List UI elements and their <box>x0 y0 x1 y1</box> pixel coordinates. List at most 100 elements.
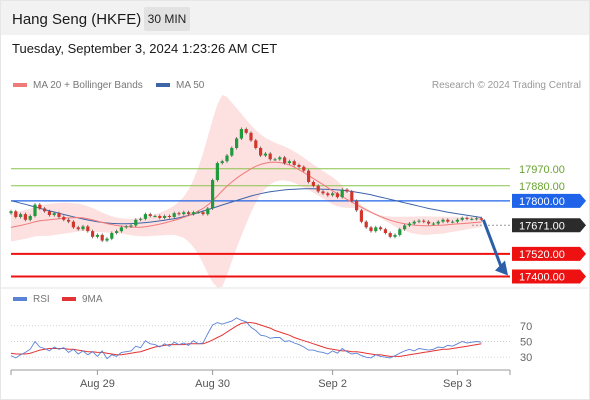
candle-body <box>283 157 287 164</box>
x-axis-tick-label: Aug 29 <box>80 378 115 390</box>
bollinger-band-area <box>11 95 482 288</box>
support-label: 17520.00 <box>519 249 565 261</box>
candle-body <box>388 233 392 237</box>
candle-body <box>244 129 248 133</box>
candle-body <box>28 216 32 220</box>
legend-label: MA 20 + Bollinger Bands <box>33 80 143 91</box>
credit-text: Research © 2024 Trading Central <box>431 80 581 91</box>
candle-body <box>436 221 440 224</box>
legend-label: MA 50 <box>176 80 205 91</box>
candle-body <box>230 147 234 156</box>
legend-item-ma50: MA 50 <box>156 80 204 91</box>
pivot-label: 17800.00 <box>519 196 565 208</box>
candle-body <box>167 216 171 218</box>
last-price-box <box>512 218 586 233</box>
candle-body <box>431 223 435 225</box>
support-label-box <box>512 246 586 261</box>
candle-body <box>115 231 119 234</box>
candle-body <box>57 213 61 217</box>
candle-body <box>479 218 483 220</box>
candle-body <box>254 140 258 148</box>
candle-body <box>105 238 109 241</box>
ma20-line <box>10 161 482 228</box>
candle-body <box>14 211 18 217</box>
candle-body <box>91 231 95 237</box>
candle-body <box>52 213 56 216</box>
candle-body <box>191 212 195 215</box>
candle-body <box>460 217 464 220</box>
candle-body <box>211 180 215 209</box>
x-axis-tick-label: Sep 2 <box>318 378 347 390</box>
legend-item-9ma: 9MA <box>62 294 103 305</box>
candle-body <box>470 218 474 220</box>
candle-body <box>287 161 291 164</box>
candle-body <box>110 233 114 239</box>
candle-body <box>335 193 339 198</box>
timestamp: Tuesday, September 3, 2024 1:23:26 AM CE… <box>12 41 278 56</box>
legend-item-bollinger: MA 20 + Bollinger Bands <box>13 80 143 91</box>
candle-body <box>129 225 133 227</box>
candle-body <box>23 214 27 220</box>
candle-body <box>187 212 191 215</box>
candle-body <box>76 227 80 230</box>
candle-body <box>143 214 147 219</box>
candle-body <box>331 193 335 196</box>
candle-body <box>417 220 421 222</box>
candle-body <box>206 208 210 215</box>
candle-body <box>33 204 37 217</box>
header-bar: Hang Seng (HKFE) 30 MIN <box>1 1 589 35</box>
candle-body <box>19 214 23 217</box>
candle-body <box>383 229 387 234</box>
projection-arrow-head <box>495 260 508 276</box>
candle-body <box>292 161 296 165</box>
candle-body <box>182 212 186 215</box>
candle-body <box>451 221 455 223</box>
candle-body <box>364 221 368 228</box>
candle-body <box>95 234 99 237</box>
timeframe-badge[interactable]: 30 MIN <box>144 7 190 31</box>
projection-arrow-shaft <box>481 219 503 268</box>
candle-body <box>307 170 311 182</box>
candle-body <box>153 216 157 218</box>
candle-body <box>124 226 128 228</box>
legend-swatch <box>13 83 27 88</box>
support-label: 17400.00 <box>519 271 565 283</box>
candle-body <box>43 208 47 212</box>
candle-body <box>259 147 263 156</box>
candle-body <box>446 219 450 222</box>
candle-body <box>148 214 152 217</box>
candle-body <box>441 219 445 222</box>
candle-body <box>465 217 469 219</box>
candle-body <box>273 159 277 161</box>
candle-body <box>345 189 349 192</box>
candle-body <box>81 226 85 230</box>
legend-item-rsi: RSI <box>13 294 50 305</box>
rsi-line <box>10 317 482 360</box>
rsi-ma-line <box>10 322 482 357</box>
candle-body <box>455 219 459 222</box>
candle-body <box>311 181 315 186</box>
candle-body <box>134 219 138 226</box>
rsi-tick-label: 70 <box>520 321 532 333</box>
candle-body <box>220 161 224 164</box>
candle-body <box>268 153 272 160</box>
candle-body <box>369 227 373 232</box>
candle-body <box>177 213 181 215</box>
rsi-tick-label: 30 <box>520 352 532 364</box>
candle-body <box>407 223 411 226</box>
candle-body <box>359 210 363 222</box>
candle-body <box>374 227 378 232</box>
candle-body <box>163 216 167 218</box>
candle-body <box>172 213 176 217</box>
candle-body <box>201 212 205 215</box>
legend-swatch <box>156 83 170 88</box>
support-label-box <box>512 269 586 284</box>
candle-body <box>379 227 383 230</box>
rsi-tick-label: 50 <box>520 336 532 348</box>
pivot-label-box <box>512 193 586 208</box>
legend-label: 9MA <box>82 294 103 305</box>
candle-body <box>321 191 325 194</box>
candle-body <box>427 221 431 224</box>
instrument-title: Hang Seng (HKFE) <box>12 11 142 28</box>
